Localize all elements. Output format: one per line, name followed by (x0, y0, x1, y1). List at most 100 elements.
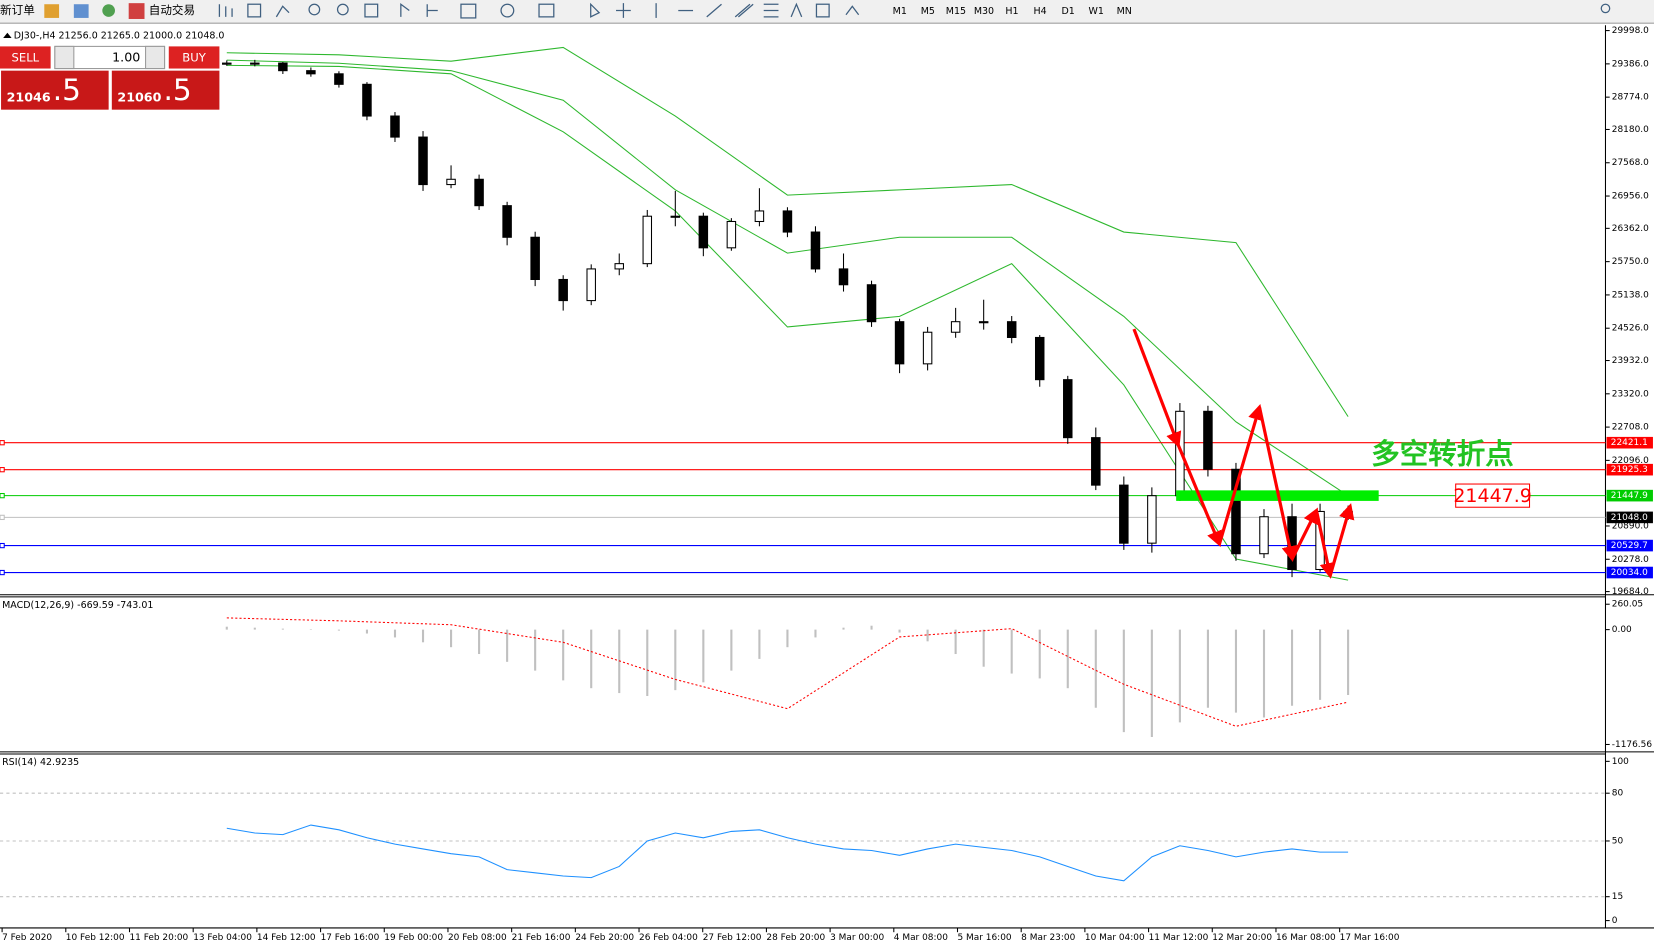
icon[interactable] (308, 3, 321, 16)
icon[interactable] (790, 2, 803, 18)
level-tag (1606, 489, 1653, 502)
chart-title: DJ30-,H4 21256.0 21265.0 21000.0 21048.0 (14, 30, 225, 41)
price-chart: DJ30-,H4 21256.0 21265.0 21000.0 21048.0… (0, 26, 1653, 597)
level-tag-label: 20529.7 (1611, 541, 1648, 551)
level-tag-label: 21925.3 (1611, 465, 1648, 475)
level-tag (1606, 436, 1653, 449)
icon[interactable] (538, 3, 555, 18)
x-tick-label: 8 Mar 23:00 (1021, 933, 1075, 943)
candle-body (586, 268, 596, 302)
icon[interactable] (460, 3, 477, 19)
arrow (1328, 503, 1355, 577)
toolbar: 新订单 自动交易 (0, 0, 1654, 24)
icon[interactable] (815, 3, 830, 18)
candle-body (306, 70, 316, 75)
level-handle (0, 569, 5, 576)
icon[interactable] (845, 5, 860, 16)
x-tick-label: 10 Feb 12:00 (66, 933, 125, 943)
toolbar-icons[interactable] (218, 2, 1611, 19)
icon[interactable] (616, 3, 631, 18)
timeframe-button[interactable]: M30 (974, 6, 994, 17)
macd-panel: MACD(12,26,9) -669.59 -743.01 260.05 0.00… (2, 600, 1652, 750)
search-icon[interactable] (1600, 3, 1611, 14)
icon[interactable] (734, 3, 754, 18)
rsi-line (226, 824, 1349, 882)
arrow (1314, 510, 1336, 579)
timeframe-button[interactable]: MN (1117, 6, 1132, 17)
y-tick-label: 28180.0 (1612, 125, 1649, 135)
icon[interactable] (247, 3, 262, 18)
icon[interactable] (763, 3, 779, 18)
candle-body (1119, 484, 1129, 544)
lot-value[interactable]: 1.00 (112, 49, 140, 64)
candle-body (754, 210, 765, 223)
timeframe-button[interactable]: W1 (1088, 6, 1103, 17)
icon[interactable] (426, 4, 438, 17)
x-tick-label: 16 Mar 08:00 (1276, 933, 1336, 943)
sell-button[interactable] (0, 46, 51, 69)
buy-pips[interactable]: .5 (164, 73, 192, 107)
level-tag (1606, 566, 1653, 579)
auto-trading-button[interactable]: 自动交易 (149, 3, 195, 17)
sell-price[interactable]: 21046 (7, 90, 51, 105)
buy-price-box[interactable] (111, 70, 220, 110)
timeframe-button[interactable]: H1 (1005, 6, 1018, 17)
y-tick-label: 29998.0 (1612, 26, 1649, 36)
icon[interactable] (500, 3, 515, 18)
level-tag-label: 20034.0 (1611, 568, 1648, 578)
buy-button[interactable] (168, 46, 220, 69)
buy-price[interactable]: 21060 (117, 90, 161, 105)
arrow (1132, 328, 1182, 448)
sell-pips[interactable]: .5 (53, 73, 81, 107)
x-tick-label: 28 Feb 20:00 (766, 933, 825, 943)
timeframe-button[interactable]: D1 (1061, 6, 1074, 17)
y-tick-label: 22708.0 (1612, 423, 1649, 433)
timeframe-button[interactable]: M5 (921, 6, 935, 17)
y-tick-label: 0.00 (1612, 625, 1632, 635)
arrow (1290, 507, 1318, 560)
x-tick-label: 20 Feb 08:00 (448, 933, 507, 943)
icon[interactable] (336, 3, 349, 16)
buy-label[interactable]: BUY (182, 50, 206, 64)
icon[interactable] (218, 4, 233, 17)
x-tick-label: 27 Feb 12:00 (703, 933, 762, 943)
icon[interactable] (102, 4, 115, 17)
auto-trading-icon[interactable] (128, 3, 145, 19)
icon[interactable] (364, 3, 379, 18)
y-tick-label: 22096.0 (1612, 456, 1649, 466)
lot-down[interactable] (54, 45, 75, 70)
y-tick-label: 26956.0 (1612, 192, 1649, 202)
candle-body (782, 210, 793, 233)
y-tick-label: 20278.0 (1612, 555, 1649, 565)
arrow (1176, 444, 1222, 548)
candle-body (922, 331, 933, 365)
lot-up[interactable] (145, 45, 166, 70)
timeframe-button[interactable]: H4 (1033, 6, 1046, 17)
sell-label[interactable]: SELL (12, 50, 40, 64)
level-handle (0, 514, 5, 521)
icon[interactable] (275, 5, 290, 18)
timeframe-button[interactable]: M15 (946, 6, 966, 17)
time-axis: 7 Feb 2020 10 Feb 12:00 11 Feb 20:00 13 Feb… (1, 927, 1400, 943)
candle-body (978, 321, 989, 324)
candle-body (1034, 336, 1045, 381)
icon[interactable] (590, 2, 601, 18)
candle-body (1091, 437, 1101, 486)
icon[interactable] (400, 2, 410, 17)
timeframe-button[interactable]: M1 (893, 6, 907, 17)
timeframe-bar: M1 M5 M15 M30 H1 H4 D1 W1 MN (893, 6, 1132, 17)
rsi-title: RSI(14) 42.9235 (2, 757, 79, 768)
icon[interactable] (73, 4, 89, 18)
pivot-label: 21447.9 (1453, 485, 1531, 507)
icon[interactable] (44, 4, 60, 18)
candle-body (1231, 468, 1241, 555)
new-order-button[interactable]: 新订单 (0, 3, 35, 17)
icon[interactable] (706, 3, 722, 18)
candle-body (698, 215, 709, 249)
sell-price-box[interactable] (1, 70, 109, 110)
candle-body (502, 205, 512, 238)
candle-body (1203, 410, 1213, 470)
level-handle (0, 542, 5, 549)
x-tick-label: 17 Mar 16:00 (1340, 933, 1400, 943)
